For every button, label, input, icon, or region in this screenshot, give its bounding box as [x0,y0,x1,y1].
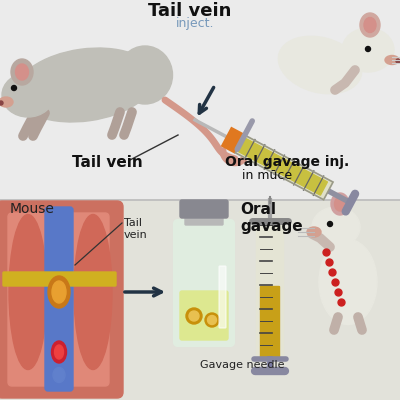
Polygon shape [235,135,333,200]
Ellipse shape [364,18,376,32]
FancyBboxPatch shape [256,218,284,362]
Ellipse shape [366,46,370,52]
FancyBboxPatch shape [185,213,223,225]
FancyBboxPatch shape [8,213,109,386]
Text: in mūce: in mūce [242,169,292,182]
Ellipse shape [319,240,377,324]
Polygon shape [238,138,328,195]
Ellipse shape [118,46,172,104]
Bar [0,0,400,200]
Ellipse shape [12,86,16,90]
Ellipse shape [385,56,399,64]
Ellipse shape [342,28,394,72]
Ellipse shape [48,276,70,308]
Ellipse shape [54,345,64,359]
Ellipse shape [0,101,3,105]
Ellipse shape [74,214,112,370]
Ellipse shape [11,59,33,85]
Ellipse shape [208,316,216,324]
Ellipse shape [334,197,346,211]
Ellipse shape [16,64,28,80]
Text: inject.: inject. [176,17,214,30]
FancyBboxPatch shape [219,266,226,328]
Ellipse shape [312,207,360,247]
Ellipse shape [328,222,332,226]
Ellipse shape [396,59,400,63]
Bar [0,200,400,400]
FancyBboxPatch shape [45,207,73,391]
Ellipse shape [360,13,380,37]
Ellipse shape [52,281,66,303]
FancyBboxPatch shape [0,201,123,398]
FancyBboxPatch shape [260,286,280,358]
Ellipse shape [278,36,362,94]
Text: Mouse: Mouse [10,202,55,216]
Ellipse shape [52,341,66,363]
Text: Gavage needle: Gavage needle [200,360,284,370]
FancyBboxPatch shape [180,291,228,340]
Ellipse shape [9,214,47,370]
Text: Oral
gavage: Oral gavage [240,202,303,234]
Ellipse shape [331,193,349,215]
Ellipse shape [307,227,321,237]
Text: Tail vein: Tail vein [72,155,143,170]
Ellipse shape [2,73,54,117]
Text: Oral gavage inj.: Oral gavage inj. [225,155,349,169]
FancyBboxPatch shape [3,272,116,286]
Ellipse shape [53,368,65,382]
Ellipse shape [0,97,13,107]
FancyBboxPatch shape [180,200,228,218]
Ellipse shape [205,313,219,327]
Ellipse shape [189,311,199,321]
Text: Tail
vein: Tail vein [124,218,148,240]
Ellipse shape [16,48,154,122]
Text: Tail vein: Tail vein [148,2,232,20]
FancyBboxPatch shape [174,220,234,346]
Ellipse shape [186,308,202,324]
